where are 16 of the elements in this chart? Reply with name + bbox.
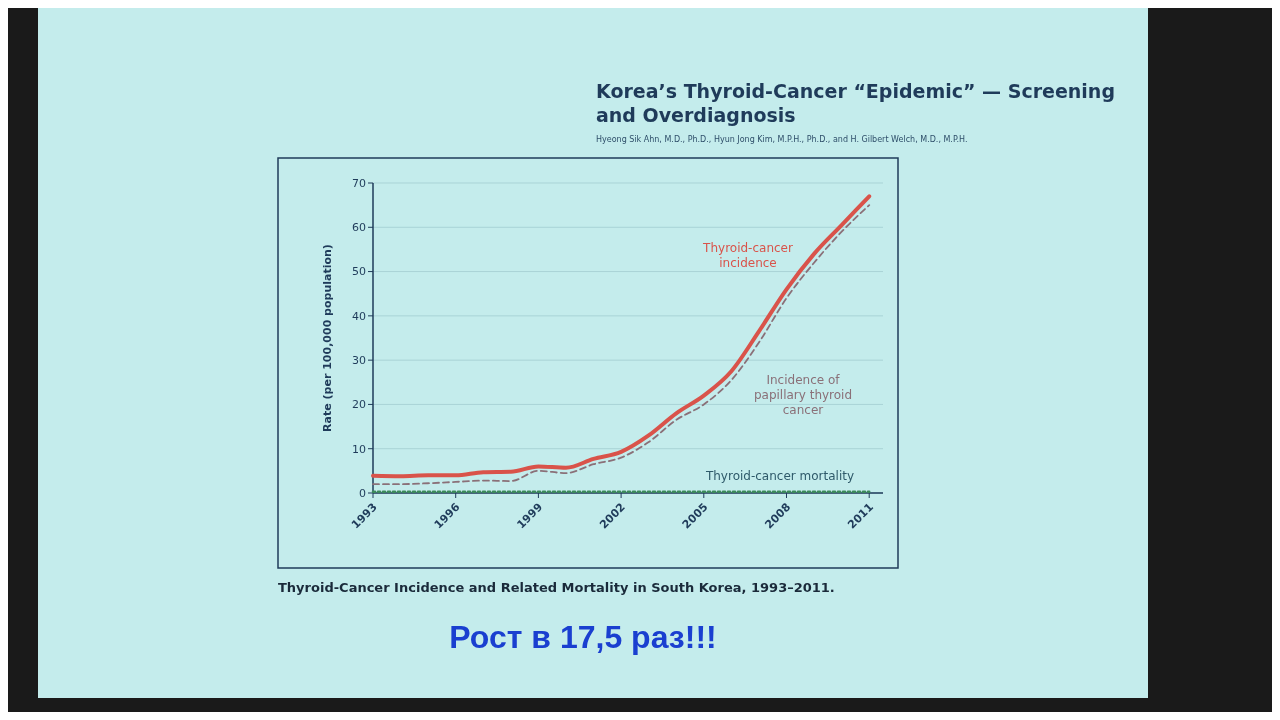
y-tick-label: 50 [352, 265, 366, 279]
chart-subtitle: Hyeong Sik Ahn, M.D., Ph.D., Hyun Jong Kim, M.P.H., Ph.D., and H. Gilbert Welch, M.D., M.P.H. [596, 135, 968, 144]
y-tick-label: 10 [352, 442, 366, 456]
series-label: Thyroid-cancer incidence [702, 241, 793, 270]
text: Thyroid-Cancer Incidence and Related Mortality in South Korea, 1993–2011. [278, 580, 835, 595]
y-tick-label: 40 [352, 309, 366, 323]
series-label: Incidence of papillary thyroid cancer [753, 373, 853, 417]
y-tick-label: 20 [352, 398, 366, 412]
y-tick-label: 0 [359, 486, 366, 500]
y-tick-label: 70 [352, 176, 366, 190]
text: Рост в 17,5 раз!!! [449, 619, 717, 655]
y-axis-title: Rate (per 100,000 population) [321, 244, 334, 432]
series-label: Thyroid-cancer mortality [704, 469, 855, 483]
chart-title: Korea’s Thyroid-Cancer “Epidemic” — Screening and Overdiagnosis [596, 80, 1115, 126]
y-tick-label: 30 [352, 353, 366, 367]
y-tick-label: 60 [352, 221, 366, 235]
